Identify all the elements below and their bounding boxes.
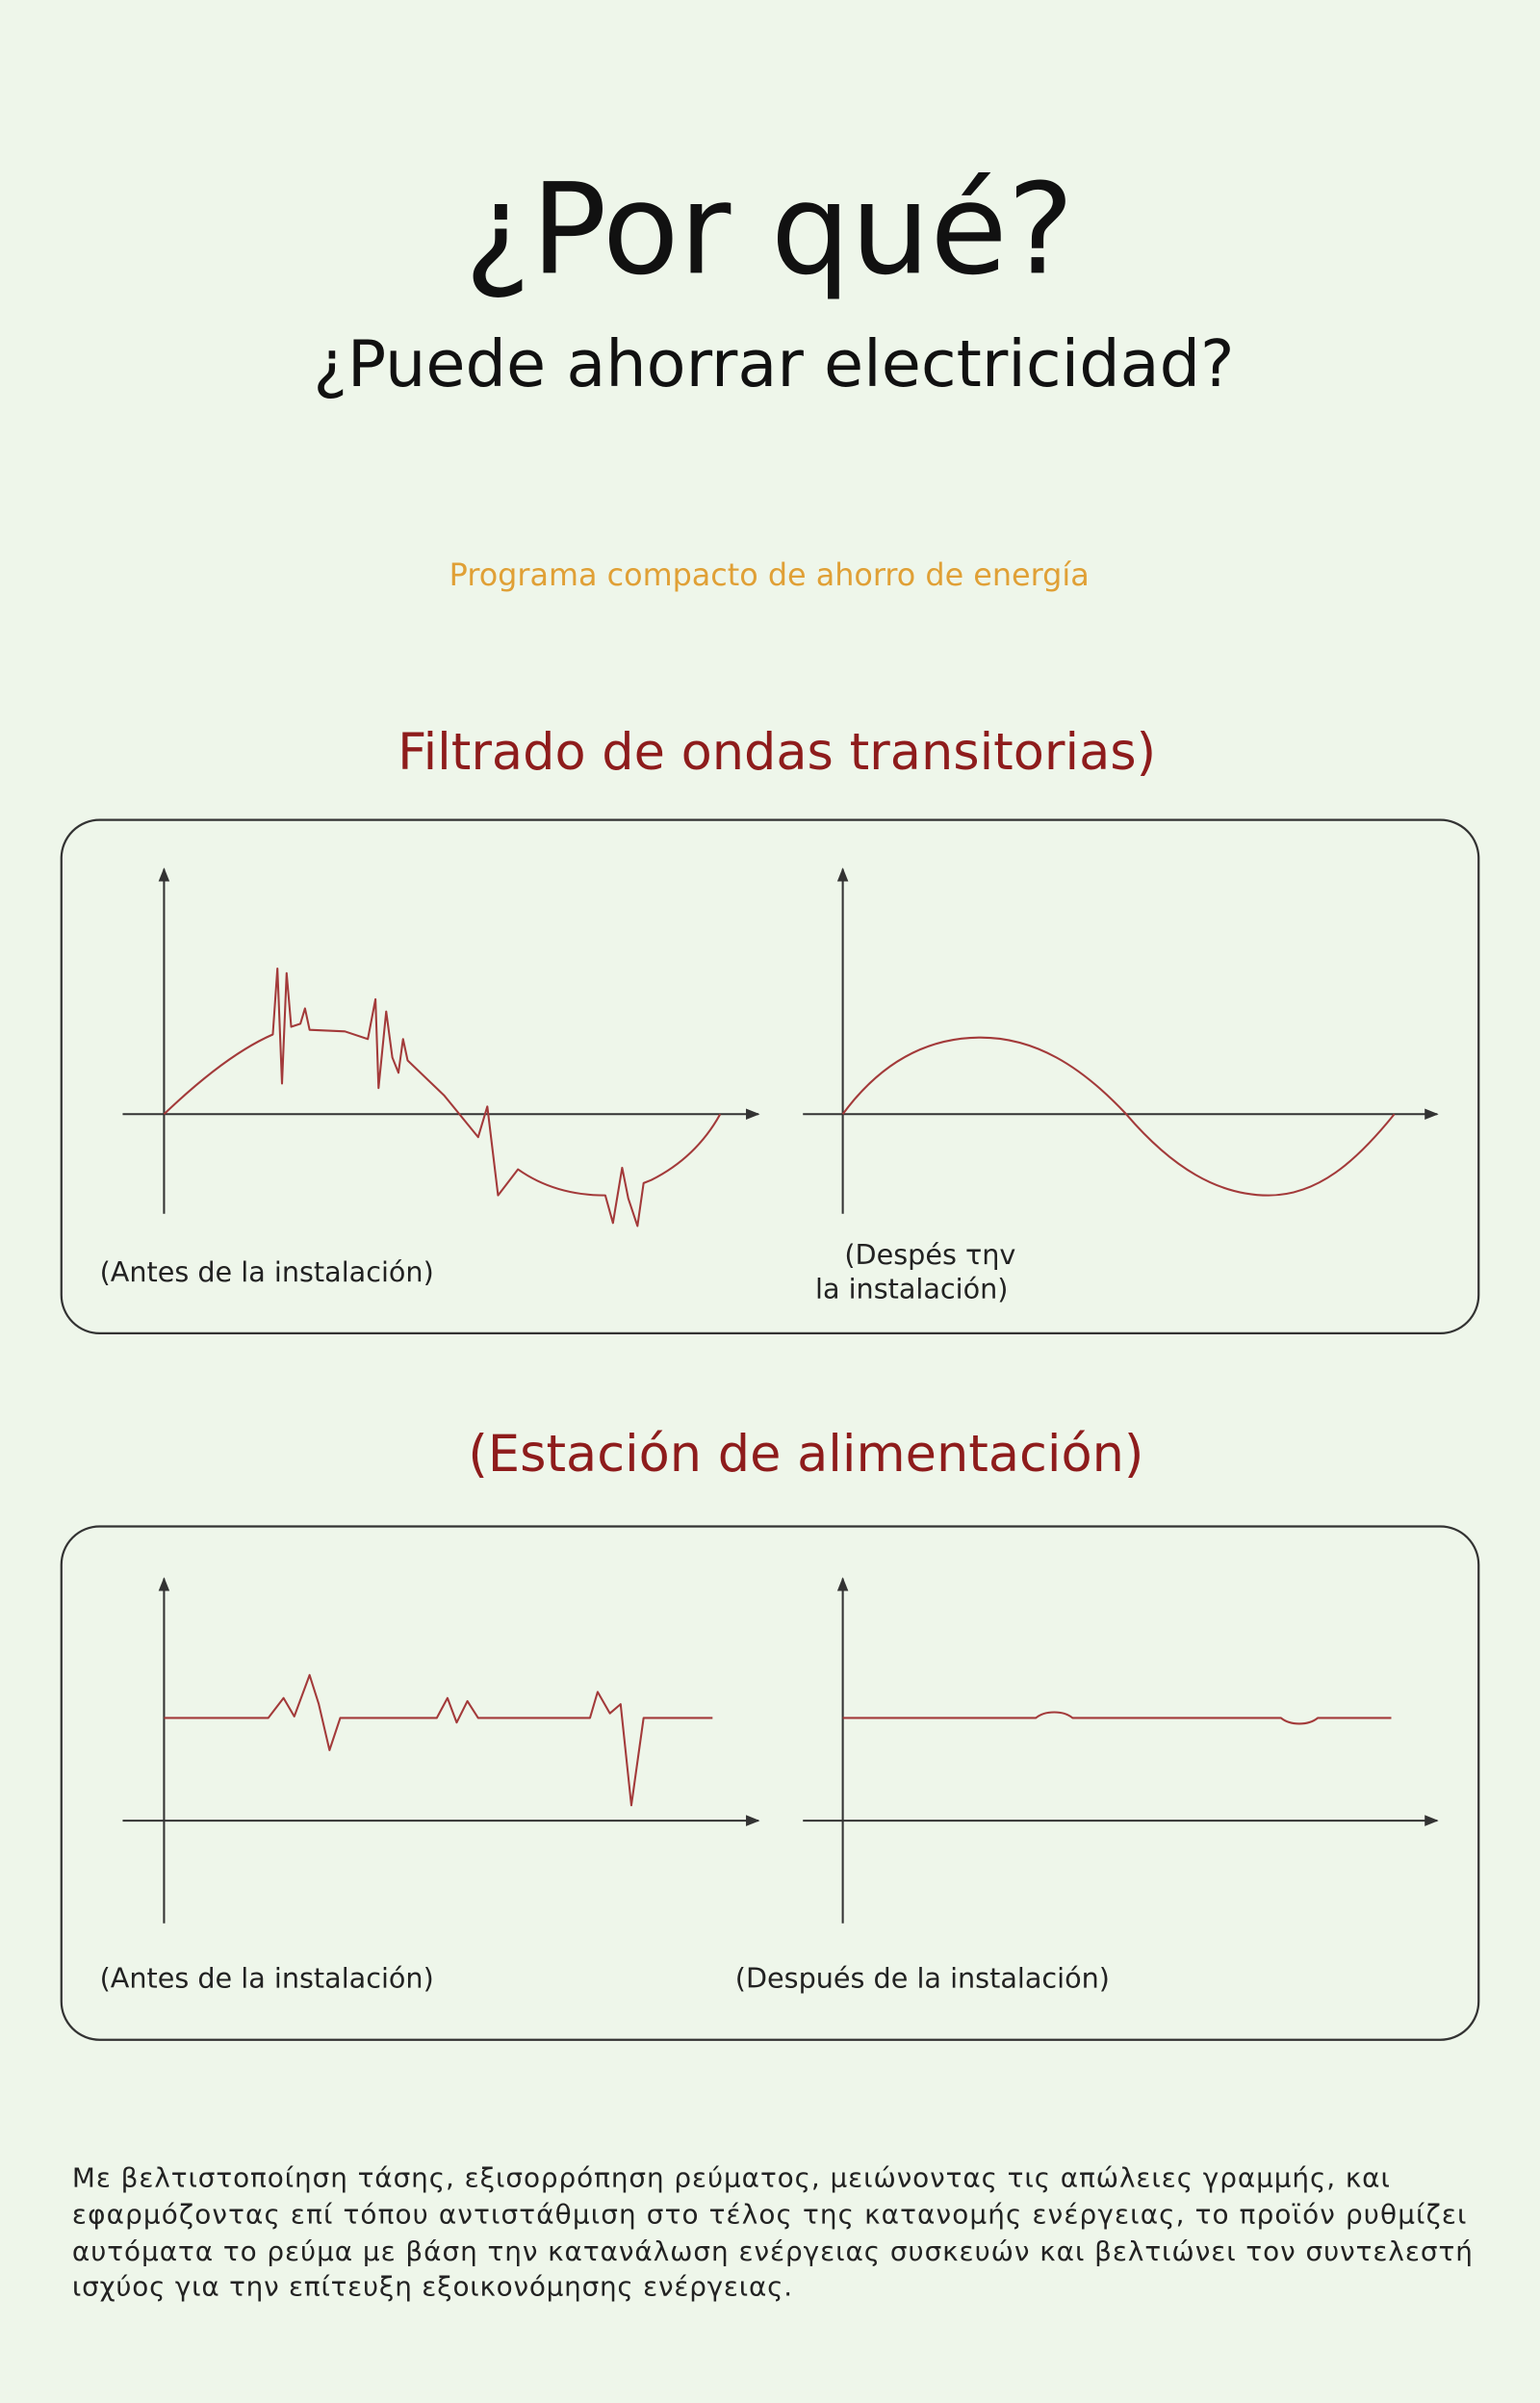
title: ¿Por qué? — [464, 156, 1073, 302]
waveform-after — [803, 867, 1439, 1214]
section-heading: Filtrado de ondas transitorias) — [398, 723, 1156, 782]
tagline: Programa compacto de ahorro de energía — [449, 556, 1090, 593]
label-before: (Antes de la instalación) — [100, 1255, 434, 1288]
waveform-before — [122, 867, 760, 1227]
description-line: εφαρμόζοντας επί τόπου αντιστάθμιση στο … — [72, 2199, 1467, 2231]
subtitle: ¿Puede ahorrar electricidad? — [313, 326, 1234, 401]
section-heading: (Estación de alimentación) — [468, 1425, 1143, 1484]
panel — [60, 818, 1480, 1335]
label-after: (Despés τηv — [844, 1238, 1015, 1271]
label-after: la instalación) — [815, 1272, 1009, 1305]
description-line: αυτόματα το ρεύμα με βάση την κατανάλωση… — [72, 2235, 1473, 2267]
description-line: Με βελτιστοποίηση τάσης, εξισορρόπηση ρε… — [72, 2162, 1390, 2194]
waveform-before — [122, 1577, 760, 1924]
description-line: ισχύος για την επίτευξη εξοικονόμησης εν… — [72, 2271, 792, 2303]
label-after: (Después de la instalación) — [735, 1962, 1110, 1995]
panel — [60, 1525, 1480, 2041]
label-before: (Antes de la instalación) — [100, 1962, 434, 1995]
waveform-after — [803, 1577, 1439, 1924]
